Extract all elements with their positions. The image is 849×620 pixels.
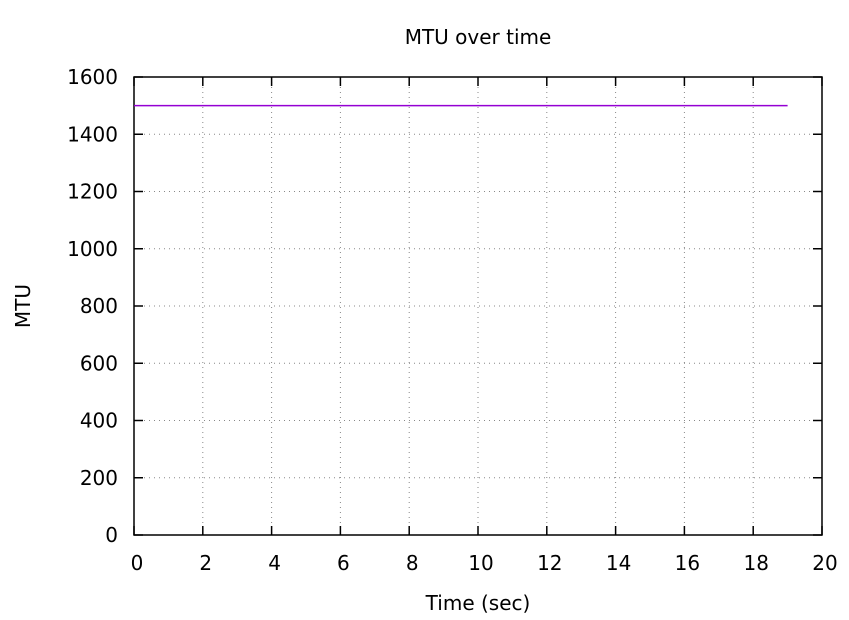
y-axis-label: MTU: [11, 284, 35, 328]
x-axis-label: Time (sec): [425, 591, 531, 615]
y-tick-label: 1600: [67, 65, 118, 89]
y-tick-label: 1400: [67, 122, 118, 146]
y-tick-label: 200: [80, 466, 118, 490]
x-tick-label: 12: [537, 551, 562, 575]
y-tick-label: 400: [80, 409, 118, 433]
axis-ticks: 0 2 4 6 8 10 12 14 16 18 2002004006008001000120014…: [67, 65, 838, 575]
y-tick-label: 800: [80, 294, 118, 318]
x-tick-label: 4: [268, 551, 281, 575]
grid-lines: [134, 77, 822, 535]
x-tick-label: 2: [199, 551, 212, 575]
plot-frame: [133, 76, 823, 536]
x-tick-label: 6: [337, 551, 350, 575]
x-tick-label: 20: [812, 551, 837, 575]
y-tick-label: 0: [105, 523, 118, 547]
x-tick-label: 8: [406, 551, 419, 575]
x-tick-label: 16: [675, 551, 700, 575]
x-tick-label: 10: [468, 551, 493, 575]
y-tick-label: 600: [80, 351, 118, 375]
x-tick-label: 14: [606, 551, 631, 575]
chart-title: MTU over time: [405, 25, 552, 49]
y-tick-label: 1200: [67, 180, 118, 204]
y-tick-label: 1000: [67, 237, 118, 261]
x-tick-label: 18: [743, 551, 768, 575]
x-tick-label: 0: [131, 551, 144, 575]
